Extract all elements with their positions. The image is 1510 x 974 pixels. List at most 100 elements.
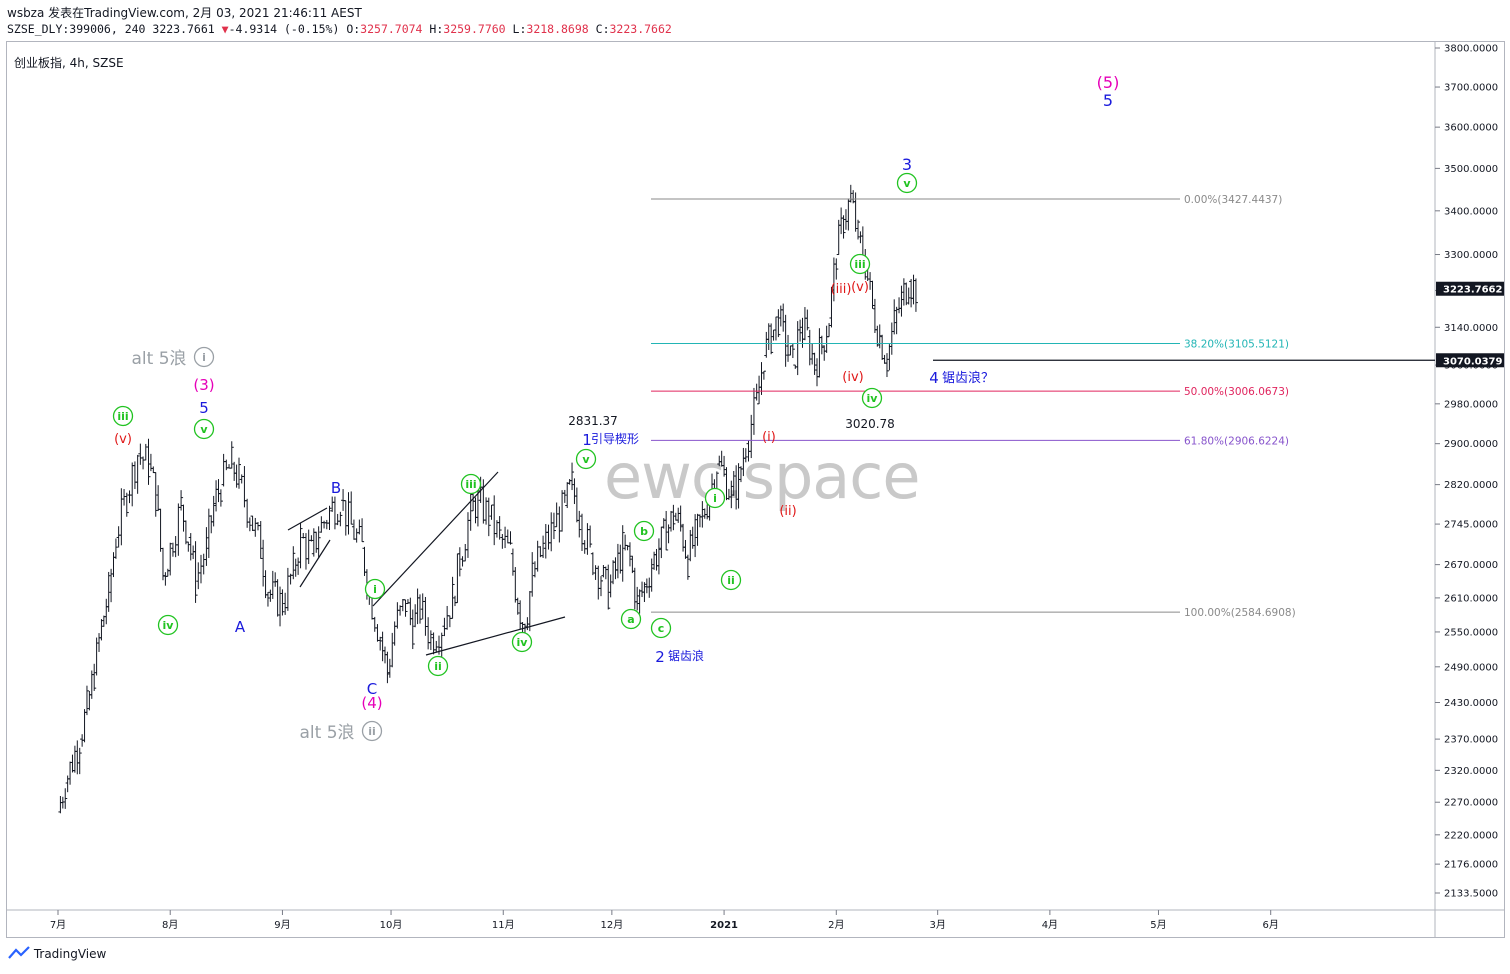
price-tick-label: 3300.0000 — [1444, 250, 1498, 261]
ohlc-bar — [572, 478, 577, 505]
ohlc-bar — [588, 525, 593, 548]
wave-label-circled: b — [633, 520, 655, 542]
ohlc-bar — [858, 231, 863, 244]
ohlc-bar — [237, 457, 241, 489]
wave-label: iv — [517, 636, 529, 649]
ohlc-bar — [362, 546, 367, 576]
wave-label: c — [658, 622, 665, 635]
ohlc-bar — [666, 524, 671, 544]
chart-frame[interactable] — [6, 41, 1505, 938]
ohlc-bar — [245, 498, 250, 528]
symbol-price: SZSE_DLY:399006, 240 3223.7661 — [7, 22, 215, 36]
wave-label: 5 — [1103, 91, 1113, 110]
ohlc-bar — [839, 207, 844, 235]
ohlc-bar — [606, 564, 611, 610]
ohlc-bar — [788, 345, 793, 356]
ohlc-bar — [551, 512, 556, 540]
tradingview-footer[interactable]: TradingView — [8, 946, 106, 961]
wave-label: (4) — [361, 694, 382, 712]
ohlc-bar — [298, 522, 303, 569]
ohlc-bar — [99, 619, 104, 641]
ohlc-bar — [637, 589, 642, 614]
price-tick-label: 2320.0000 — [1444, 766, 1498, 777]
ohlc-bar — [218, 489, 223, 507]
price-tick-label: 3500.0000 — [1444, 164, 1498, 175]
ohlc-bar — [346, 492, 351, 535]
ohlc-bar — [113, 538, 118, 559]
ohlc-bar — [846, 198, 851, 231]
ohlc-bar — [769, 323, 774, 355]
trendline — [425, 616, 566, 656]
time-tick-label: 7月 — [50, 919, 66, 931]
ohlc-bar — [611, 560, 616, 585]
chart-publish-info: wsbza 发表在TradingView.com, 2月 03, 2021 21… — [7, 6, 362, 20]
low-value: 3218.8698 — [526, 22, 589, 36]
ohlc-bar — [270, 570, 275, 599]
time-tick-label: 11月 — [492, 919, 515, 931]
wave-label: 2831.37 — [568, 414, 618, 428]
ohlc-bar — [186, 541, 191, 552]
ohlc-bar — [913, 278, 918, 312]
ohlc-bar — [574, 487, 579, 523]
wave-label-circled: iv — [511, 631, 533, 653]
wave-circle — [511, 631, 533, 653]
time-tick-label: 10月 — [380, 919, 403, 931]
ohlc-bar — [360, 518, 365, 543]
ohlc-bar — [722, 455, 727, 477]
ohlc-bar — [141, 456, 146, 470]
ohlc-bar — [468, 490, 473, 531]
ohlc-bar — [330, 496, 335, 512]
ohlc-bar — [463, 543, 468, 562]
ohlc-bar — [632, 567, 637, 610]
ohlc-bar — [757, 375, 762, 405]
ohlc-bar — [904, 282, 909, 306]
ohlc-bar — [232, 461, 237, 481]
ohlc-bar — [693, 514, 698, 558]
alt-wave-label: alt 5浪 — [299, 723, 354, 743]
wave-label: 引导楔形 — [591, 432, 639, 446]
ohlc-bar — [887, 344, 892, 371]
ohlc-bar — [101, 615, 106, 627]
ohlc-bar — [640, 581, 645, 598]
ohlc-bar — [471, 493, 476, 512]
open-label: O: — [346, 22, 361, 36]
wave-label: ii — [727, 574, 735, 587]
ohlc-bar — [754, 383, 759, 401]
ohlc-bar — [193, 541, 198, 603]
ohlc-bar — [395, 602, 400, 629]
ohlc-bar — [734, 465, 739, 510]
ohlc-bar — [543, 524, 548, 559]
wave-label: B — [331, 479, 341, 497]
ohlc-bar — [104, 598, 109, 625]
wave-label: (v) — [851, 280, 869, 295]
ohlc-bar — [124, 492, 129, 517]
ohlc-bar — [683, 539, 688, 559]
wave-label-circled: iii — [112, 405, 134, 427]
ohlc-bar — [590, 552, 595, 576]
ohlc-bar — [603, 566, 608, 580]
ohlc-bar — [263, 570, 268, 599]
current-price-label: 3223.7662 — [1443, 285, 1503, 296]
ohlc-bar — [781, 303, 786, 332]
ohlc-bar — [176, 503, 181, 556]
fib-level-label: 100.00%(2584.6908) — [1184, 607, 1296, 619]
ohlc-bar — [530, 552, 535, 597]
price-tick-label: 3400.0000 — [1444, 206, 1498, 217]
ohlc-bar — [280, 589, 285, 616]
ohlc-bar — [911, 274, 916, 305]
wave-label: iv — [867, 392, 879, 405]
wave-label-circled: iv — [157, 614, 179, 636]
ohlc-bar — [97, 633, 102, 652]
ohlc-bar — [426, 617, 431, 650]
high-label: H: — [429, 22, 444, 36]
ohlc-bar — [70, 754, 75, 773]
watermark: ewc.space — [604, 440, 921, 513]
ohlc-bar — [620, 525, 625, 582]
ohlc-bar — [505, 529, 510, 544]
ohlc-bar — [191, 545, 196, 560]
ohlc-bar — [731, 470, 736, 496]
ohlc-bar — [378, 636, 383, 651]
wave-label: v — [200, 423, 208, 436]
ohlc-bar — [158, 508, 163, 552]
